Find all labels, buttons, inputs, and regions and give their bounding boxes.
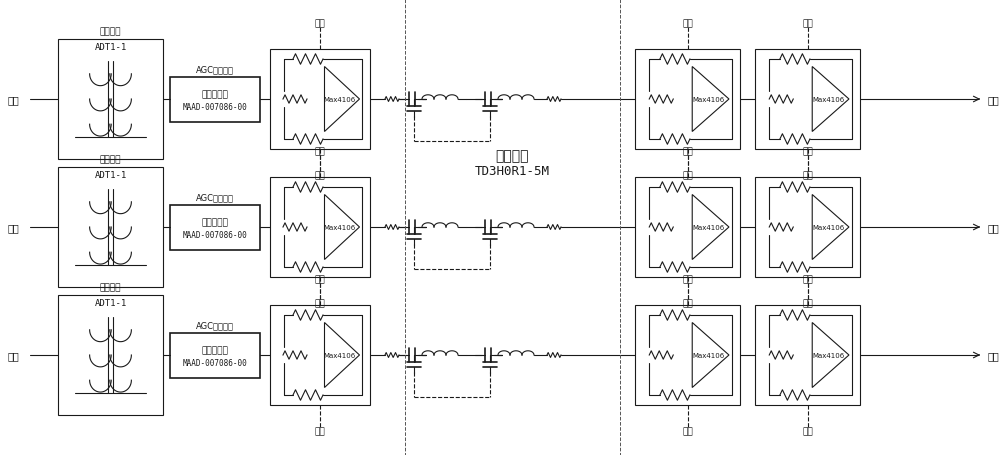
Text: MAAD-007086-00: MAAD-007086-00 (183, 359, 247, 368)
Bar (755, 50, 860, 150)
Bar (170, 205, 260, 250)
Text: 电源: 电源 (315, 20, 325, 28)
Text: 滤波电路: 滤波电路 (496, 149, 529, 162)
Text: 电源: 电源 (802, 299, 813, 308)
Bar (58, 295, 163, 415)
Text: 电源: 电源 (315, 275, 325, 284)
Text: 电源: 电源 (682, 171, 693, 180)
Text: 电源: 电源 (802, 171, 813, 180)
Bar (270, 305, 370, 405)
Text: ADT1-1: ADT1-1 (94, 171, 127, 180)
Bar (635, 177, 740, 278)
Text: Max4106: Max4106 (324, 224, 356, 231)
Text: Max4106: Max4106 (692, 224, 725, 231)
Text: 输入: 输入 (8, 95, 20, 105)
Text: 电源: 电源 (682, 299, 693, 308)
Bar (755, 177, 860, 278)
Text: 输出: 输出 (988, 222, 1000, 233)
Text: 数控衰减器: 数控衰减器 (202, 90, 228, 99)
Text: Max4106: Max4106 (692, 97, 725, 103)
Text: 电源: 电源 (802, 426, 813, 435)
Text: TD3H0R1-5M: TD3H0R1-5M (475, 165, 550, 178)
Text: 输出: 输出 (988, 350, 1000, 360)
Text: MAAD-007086-00: MAAD-007086-00 (183, 231, 247, 240)
Text: 输入: 输入 (8, 222, 20, 233)
Text: ADT1-1: ADT1-1 (94, 299, 127, 308)
Bar (755, 305, 860, 405)
Bar (270, 50, 370, 150)
Text: 隔直电路: 隔直电路 (100, 27, 121, 36)
Text: Max4106: Max4106 (812, 97, 845, 103)
Bar (58, 167, 163, 288)
Text: MAAD-007086-00: MAAD-007086-00 (183, 103, 247, 112)
Text: 电源: 电源 (315, 171, 325, 180)
Text: Max4106: Max4106 (812, 224, 845, 231)
Text: Max4106: Max4106 (324, 352, 356, 358)
Text: Max4106: Max4106 (692, 352, 725, 358)
Text: 电源: 电源 (682, 147, 693, 156)
Text: 隔直电路: 隔直电路 (100, 283, 121, 292)
Text: 电源: 电源 (802, 275, 813, 284)
Text: AGC码、电源: AGC码、电源 (196, 65, 234, 74)
Text: 电源: 电源 (802, 147, 813, 156)
Text: 输出: 输出 (988, 95, 1000, 105)
Text: 电源: 电源 (315, 299, 325, 308)
Bar (170, 77, 260, 122)
Text: 电源: 电源 (682, 20, 693, 28)
Text: 隔直电路: 隔直电路 (100, 155, 121, 164)
Text: 电源: 电源 (315, 147, 325, 156)
Text: ADT1-1: ADT1-1 (94, 43, 127, 52)
Text: Max4106: Max4106 (324, 97, 356, 103)
Text: 电源: 电源 (682, 275, 693, 284)
Text: AGC码、电源: AGC码、电源 (196, 320, 234, 329)
Bar (635, 50, 740, 150)
Text: 电源: 电源 (802, 20, 813, 28)
Text: 输入: 输入 (8, 350, 20, 360)
Bar (170, 333, 260, 378)
Bar (635, 305, 740, 405)
Bar (58, 40, 163, 160)
Text: 电源: 电源 (315, 426, 325, 435)
Text: Max4106: Max4106 (812, 352, 845, 358)
Text: 数控衰减器: 数控衰减器 (202, 346, 228, 355)
Bar (270, 177, 370, 278)
Text: 数控衰减器: 数控衰减器 (202, 218, 228, 227)
Text: AGC码、电源: AGC码、电源 (196, 192, 234, 202)
Text: 电源: 电源 (682, 426, 693, 435)
